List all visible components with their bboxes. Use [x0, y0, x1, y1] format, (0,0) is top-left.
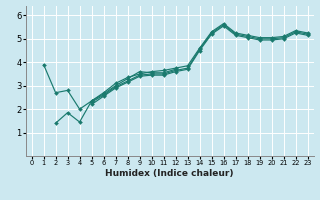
X-axis label: Humidex (Indice chaleur): Humidex (Indice chaleur) — [105, 169, 234, 178]
